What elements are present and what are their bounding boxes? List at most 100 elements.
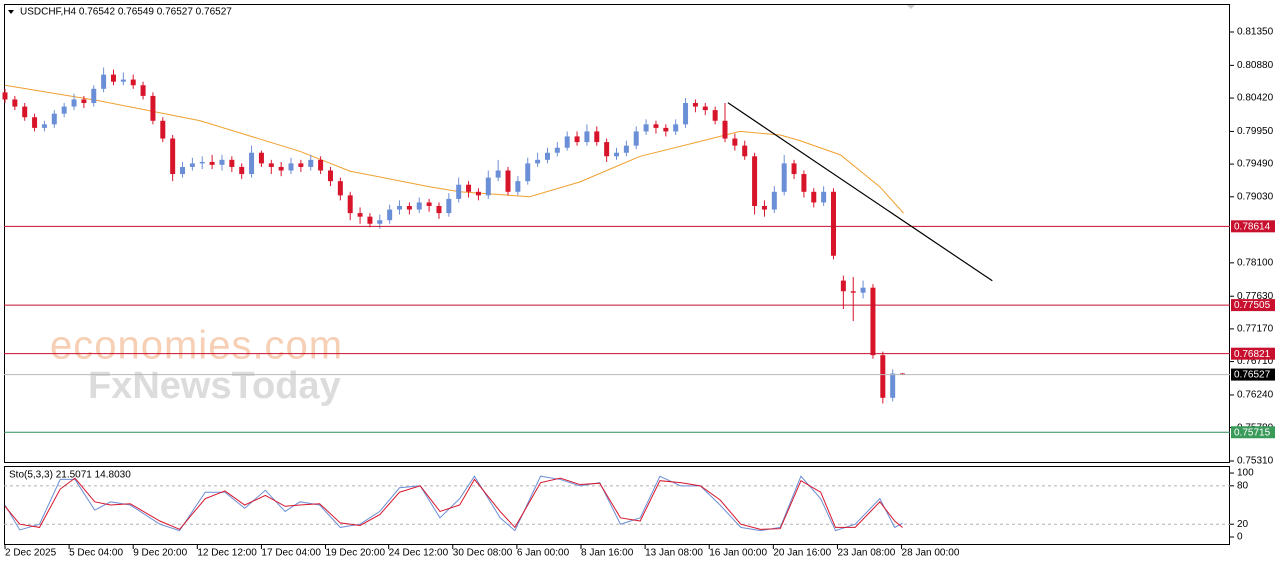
candle-body — [663, 127, 669, 132]
candle-body — [564, 136, 570, 148]
candle-body — [880, 355, 886, 398]
candle-body — [673, 124, 679, 132]
y-tick-label: 0.75310 — [1237, 456, 1274, 467]
candle-body — [189, 163, 195, 167]
candle-body — [485, 177, 491, 196]
candle-body — [406, 206, 412, 210]
candle-body — [229, 159, 235, 167]
candle-body — [466, 184, 472, 192]
candle-body — [180, 166, 186, 175]
y-tick-label: 0.79490 — [1237, 159, 1274, 170]
candle-body — [81, 99, 87, 104]
x-tick-label: 9 Dec 20:00 — [133, 548, 187, 559]
candle-body — [830, 191, 836, 256]
y-tick-label: 0.76240 — [1237, 390, 1274, 401]
candle-body — [367, 216, 373, 224]
y-tick-label: 0.80420 — [1237, 93, 1274, 104]
candle-body — [811, 191, 817, 203]
y-tick-label: 20 — [1237, 519, 1249, 530]
x-tick-label: 20 Jan 16:00 — [773, 548, 831, 559]
candle-body — [357, 213, 363, 217]
candle-body — [249, 152, 255, 175]
y-tick-label: 100 — [1237, 468, 1254, 479]
y-tick-label: 0.77170 — [1237, 324, 1274, 335]
candle-body — [900, 373, 906, 375]
candle-body — [71, 99, 77, 107]
candle-body — [860, 287, 866, 293]
candle-body — [594, 131, 600, 143]
candle-body — [130, 79, 136, 86]
y-tick-label: 0 — [1237, 532, 1243, 543]
candle-body — [761, 206, 767, 210]
candle-body — [604, 142, 610, 157]
candle-body — [416, 202, 422, 210]
shift-marker — [907, 5, 915, 9]
candle-body — [140, 85, 146, 96]
candle-body — [554, 147, 560, 153]
candle-body — [801, 174, 807, 192]
main-title: USDCHF,H4 0.76542 0.76549 0.76527 0.7652… — [20, 7, 232, 18]
candle-body — [821, 191, 827, 203]
watermark-brand: economies.com — [50, 324, 343, 368]
candle-body — [870, 287, 876, 356]
y-tick-label: 80 — [1237, 480, 1249, 491]
candle-body — [12, 99, 18, 107]
y-tick-label: 0.78100 — [1237, 257, 1274, 268]
candle-body — [32, 117, 38, 128]
candle-body — [840, 280, 846, 292]
candle-body — [722, 120, 728, 139]
candle-body — [170, 138, 176, 175]
x-tick-label: 13 Jan 08:00 — [645, 548, 703, 559]
candle-body — [436, 206, 442, 214]
trendline — [727, 102, 993, 282]
candle-body — [278, 166, 284, 171]
x-tick-label: 30 Dec 08:00 — [453, 548, 513, 559]
candle-body — [41, 124, 47, 128]
candle-body — [219, 159, 225, 165]
candle-body — [446, 198, 452, 214]
level-label: 0.76527 — [1234, 370, 1271, 381]
x-tick-label: 19 Dec 20:00 — [326, 548, 386, 559]
y-tick-label: 0.77630 — [1237, 291, 1274, 302]
candle-body — [574, 136, 580, 143]
candle-body — [337, 181, 343, 196]
y-tick-label: 0.76710 — [1237, 356, 1274, 367]
level-label-box — [1231, 426, 1275, 439]
candle-body — [683, 103, 689, 125]
candle-body — [771, 191, 777, 210]
candle-body — [544, 152, 550, 160]
x-tick-label: 8 Jan 16:00 — [581, 548, 634, 559]
x-tick-label: 5 Dec 04:00 — [69, 548, 123, 559]
candle-body — [347, 195, 353, 214]
candle-body — [752, 156, 758, 207]
candle-body — [535, 159, 541, 164]
y-tick-label: 0.81350 — [1237, 27, 1274, 38]
x-tick-label: 2 Dec 2025 — [5, 548, 57, 559]
candle-body — [327, 170, 333, 182]
series-line — [4, 477, 903, 530]
x-tick-label: 24 Dec 12:00 — [389, 548, 449, 559]
candle-body — [584, 131, 590, 143]
candle-body — [2, 92, 8, 100]
candle-body — [91, 88, 97, 104]
level-label: 0.75715 — [1234, 427, 1271, 438]
level-label-box — [1231, 347, 1275, 360]
level-label-box — [1231, 368, 1275, 381]
candle-body — [101, 74, 107, 89]
candle-body — [712, 110, 718, 121]
candle-body — [702, 106, 708, 111]
level-label-box — [1231, 299, 1275, 312]
x-tick-label: 17 Dec 04:00 — [261, 548, 321, 559]
candle-body — [120, 79, 126, 82]
level-label: 0.76821 — [1234, 349, 1271, 360]
y-tick-label: 0.79950 — [1237, 126, 1274, 137]
stoch-title: Sto(5,3,3) 21.5071 14.8030 — [9, 470, 131, 481]
x-tick-label: 28 Jan 00:00 — [902, 548, 960, 559]
candle-body — [387, 209, 393, 221]
candle-body — [150, 95, 156, 121]
candle-body — [475, 191, 481, 196]
candle-body — [258, 152, 264, 164]
candle-body — [377, 220, 383, 224]
